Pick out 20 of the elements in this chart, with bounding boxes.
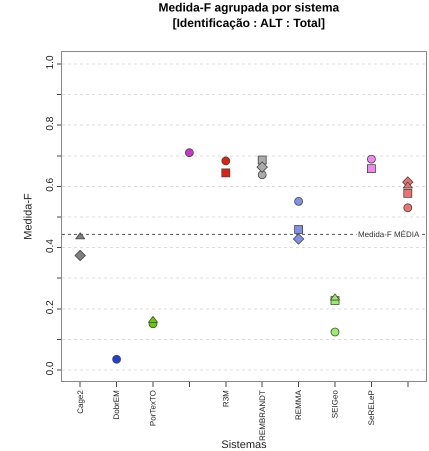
x-tick-label: DobrEM bbox=[112, 390, 122, 420]
x-tick-label: SEIGeo bbox=[330, 390, 340, 418]
x-axis-title: Sistemas bbox=[221, 439, 268, 451]
y-tick-label: 0.0 bbox=[45, 361, 56, 376]
x-tick-label: REMMA bbox=[294, 390, 304, 420]
x-tick-label: R3M bbox=[221, 390, 230, 408]
y-tick-label: 0.8 bbox=[45, 116, 56, 131]
y-tick-label: 0.2 bbox=[45, 300, 56, 314]
chart-title: Medida-F agrupada por sistema [Identificação : ALT : Total] bbox=[158, 0, 340, 30]
ref-line-label: Medida-F MÉDIA bbox=[358, 230, 420, 239]
x-tick-label: SeRELeP bbox=[367, 390, 376, 426]
point bbox=[112, 354, 121, 364]
point bbox=[185, 148, 194, 158]
y-tick-label: 1.0 bbox=[45, 55, 56, 70]
x-tick-label: PorTexTO bbox=[148, 390, 158, 426]
y-tick-label: 0.4 bbox=[45, 238, 56, 254]
y-tick-label: 0.6 bbox=[45, 177, 56, 192]
x-tick-label: REMBRANDT bbox=[258, 390, 267, 441]
y-axis-title: Medida-F bbox=[22, 192, 35, 240]
x-tick-label: Cage2 bbox=[76, 390, 85, 414]
